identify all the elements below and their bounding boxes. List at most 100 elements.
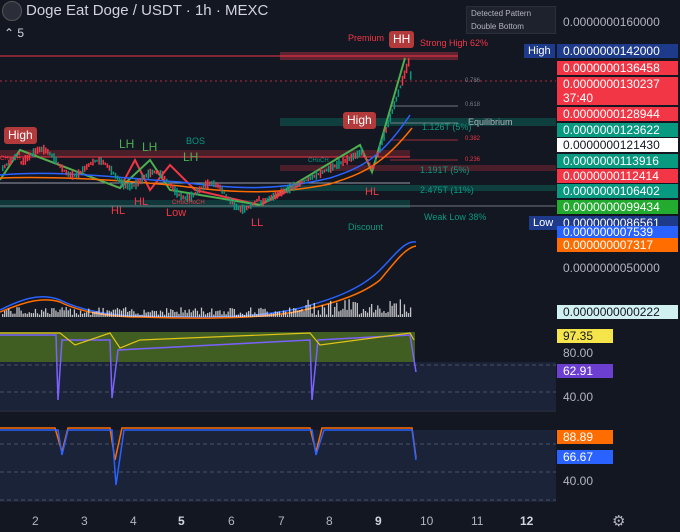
volume-bar <box>125 307 127 317</box>
volume-bar <box>215 311 217 317</box>
volume-bar <box>303 311 305 317</box>
lh-label-1: LH <box>119 137 135 151</box>
discount-label: Discount <box>348 222 384 232</box>
candle <box>330 163 332 173</box>
volume-level-1191: 1.191T (5%) <box>420 165 470 175</box>
volume-bar <box>239 312 242 317</box>
price-label-0: 0.0000000160000 <box>563 15 660 29</box>
osc1-tick-40: 40.00 <box>563 390 594 404</box>
volume-bar <box>38 314 41 317</box>
volume-bar <box>190 312 192 317</box>
volume-bar <box>67 310 69 317</box>
volume-bar <box>340 310 342 317</box>
candle <box>188 193 191 201</box>
candle <box>59 164 61 168</box>
symbol-title[interactable]: Doge Eat Doge / USDT · 1h · MEXC <box>26 2 269 19</box>
price-label-14: 0.000000007317 <box>557 238 678 252</box>
volume-bar <box>338 311 340 317</box>
gear-icon[interactable]: ⚙ <box>612 513 626 530</box>
volume-bar <box>184 310 186 317</box>
candle <box>10 157 12 165</box>
volume-bar <box>389 301 391 317</box>
volume-bar <box>90 314 92 317</box>
candle <box>151 169 154 175</box>
volume-bar <box>145 312 147 317</box>
volume-bar <box>12 313 14 317</box>
volume-bar <box>16 307 18 317</box>
high-label-mid: High <box>343 112 376 129</box>
candle <box>81 166 84 175</box>
candle <box>36 146 39 154</box>
candle <box>297 182 299 187</box>
candle <box>94 159 96 163</box>
candle <box>40 146 43 152</box>
price-label-1: 0.0000000142000 <box>557 44 678 58</box>
candle <box>47 148 49 155</box>
candle <box>282 188 285 195</box>
candle <box>106 163 109 168</box>
volume-bar <box>405 311 408 317</box>
volume-bar <box>309 304 311 317</box>
volume-bar <box>327 303 330 317</box>
volume-bar <box>379 308 381 317</box>
volume-bar <box>264 308 266 317</box>
fib-0786: 0.786 <box>465 78 481 84</box>
high-label-left: High <box>4 127 37 144</box>
candle <box>2 165 4 172</box>
high-tag: High <box>524 44 555 58</box>
price-label-9: 0.0000000112414 <box>557 169 678 183</box>
time-label-5: 5 <box>178 514 185 528</box>
volume-bar <box>311 313 313 317</box>
time-label-10: 10 <box>420 514 434 528</box>
choch-label-1: CHoCH <box>0 156 21 162</box>
candle <box>159 170 162 179</box>
candle <box>258 195 260 202</box>
volume-bar <box>36 313 39 317</box>
volume-bar <box>299 309 301 317</box>
candle <box>137 179 139 187</box>
candle <box>213 180 215 188</box>
candle <box>118 178 121 184</box>
volume-bar <box>137 313 139 317</box>
candle <box>104 162 106 166</box>
candle <box>73 173 76 177</box>
candle <box>34 147 37 155</box>
candle <box>364 156 367 160</box>
candle <box>28 152 31 161</box>
candle <box>86 163 88 170</box>
candle <box>348 156 350 162</box>
candle <box>334 164 336 168</box>
candle <box>141 174 143 185</box>
volume-bar <box>260 307 262 317</box>
volume-bar <box>84 312 86 317</box>
premium-label: Premium <box>348 33 385 43</box>
volume-bar <box>192 310 194 317</box>
volume-bar <box>231 308 233 317</box>
equilibrium-label: Equilibrium <box>468 117 513 127</box>
volume-bar <box>387 311 389 317</box>
candle <box>264 197 266 204</box>
candle <box>391 109 393 114</box>
volume-bar <box>229 308 231 317</box>
volume-bar <box>266 311 268 317</box>
candle <box>358 149 361 158</box>
volume-bar <box>92 311 94 317</box>
volume-bar <box>385 313 387 317</box>
volume-bar <box>315 314 317 317</box>
symbol-logo[interactable] <box>2 1 22 21</box>
volume-bar <box>295 308 297 317</box>
candle <box>168 181 170 184</box>
candle <box>84 165 86 172</box>
volume-bar <box>71 314 73 317</box>
volume-bar <box>399 299 401 317</box>
indicator-toggle[interactable]: ⌃ 5 <box>4 26 32 42</box>
volume-bar <box>334 306 336 317</box>
candle <box>69 171 72 178</box>
volume-bar <box>313 303 315 317</box>
candle <box>204 180 207 190</box>
price-chart[interactable] <box>0 0 556 512</box>
candle <box>389 113 391 122</box>
hh-label: HH <box>389 31 415 48</box>
price-label-2: 0.0000000136458 <box>557 61 678 75</box>
choch-label-2: CHoCHoCH <box>172 200 205 206</box>
